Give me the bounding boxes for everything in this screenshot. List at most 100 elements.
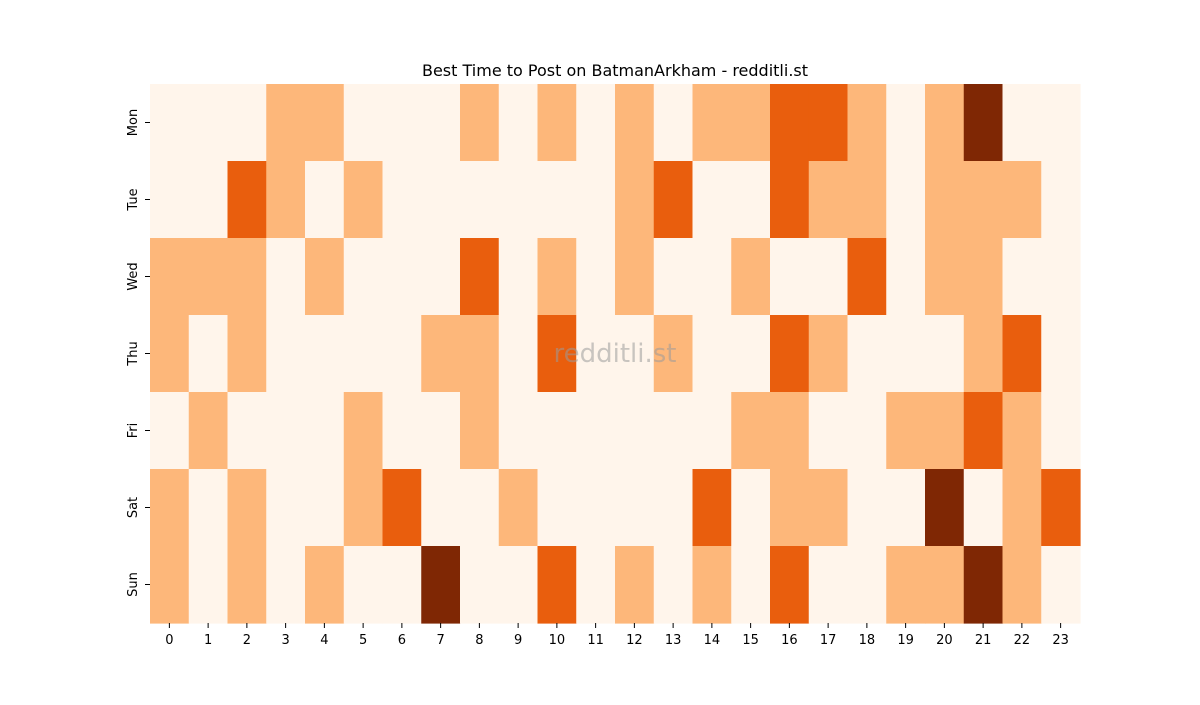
heatmap-cell xyxy=(1002,238,1042,316)
heatmap-cell xyxy=(460,84,500,162)
y-tick-label: Tue xyxy=(126,188,141,211)
heatmap-cell xyxy=(808,161,849,239)
heatmap-cell xyxy=(692,238,732,316)
heatmap-cell xyxy=(188,546,229,624)
heatmap-cell xyxy=(227,392,267,470)
heatmap-cell xyxy=(1041,392,1081,470)
heatmap-cell xyxy=(498,469,539,547)
heatmap-cell xyxy=(653,469,694,547)
heatmap-cell xyxy=(808,84,849,162)
heatmap-cell xyxy=(886,238,926,316)
heatmap-cell xyxy=(421,546,461,624)
heatmap-cell xyxy=(576,392,616,470)
heatmap-cell xyxy=(692,84,732,162)
x-tick-label: 18 xyxy=(859,633,876,648)
heatmap-cell xyxy=(266,469,306,547)
heatmap-cell xyxy=(382,469,422,547)
heatmap-cell xyxy=(731,392,771,470)
heatmap-cell xyxy=(925,392,965,470)
heatmap-cell xyxy=(692,469,732,547)
heatmap-cell xyxy=(576,238,616,316)
y-axis: Mon Tue Wed Thu Fri Sat Sun xyxy=(126,109,150,597)
heatmap-cell xyxy=(498,238,539,316)
heatmap-cell xyxy=(498,546,539,624)
heatmap-cell xyxy=(731,315,771,393)
heatmap-cell xyxy=(227,84,267,162)
heatmap-cell xyxy=(925,84,965,162)
heatmap-cell xyxy=(1002,315,1042,393)
heatmap-cell xyxy=(343,161,384,239)
heatmap-cell xyxy=(305,161,345,239)
heatmap-cell xyxy=(653,161,694,239)
heatmap-cell xyxy=(615,469,655,547)
heatmap-cell xyxy=(653,392,694,470)
x-tick-label: 3 xyxy=(281,633,289,648)
heatmap-cell xyxy=(537,469,577,547)
heatmap-cell xyxy=(421,392,461,470)
heatmap-cell xyxy=(498,315,539,393)
heatmap-cell xyxy=(615,84,655,162)
heatmap-cell xyxy=(460,546,500,624)
heatmap-cell xyxy=(576,84,616,162)
heatmap-cell xyxy=(615,161,655,239)
heatmap-cell xyxy=(847,546,887,624)
y-tick-label: Thu xyxy=(126,341,141,366)
heatmap-cell xyxy=(963,392,1004,470)
heatmap-cell xyxy=(227,546,267,624)
heatmap-cell xyxy=(770,315,810,393)
heatmap-cell xyxy=(1041,469,1081,547)
heatmap-cell xyxy=(188,315,229,393)
heatmap-cell xyxy=(150,546,190,624)
x-tick-label: 12 xyxy=(626,633,643,648)
heatmap-cell xyxy=(266,84,306,162)
heatmap-cell xyxy=(576,315,616,393)
heatmap-cell xyxy=(731,238,771,316)
heatmap-cell xyxy=(731,546,771,624)
heatmap-cell xyxy=(343,546,384,624)
heatmap-cell xyxy=(343,469,384,547)
heatmap-cell xyxy=(460,392,500,470)
heatmap-cell xyxy=(808,238,849,316)
heatmap-cell xyxy=(770,469,810,547)
x-tick-label: 17 xyxy=(820,633,837,648)
heatmap-cell xyxy=(847,84,887,162)
heatmap-cell xyxy=(460,469,500,547)
heatmap-cell xyxy=(770,546,810,624)
heatmap-cell xyxy=(731,469,771,547)
heatmap-cell xyxy=(692,392,732,470)
heatmap-cell xyxy=(847,469,887,547)
y-tick-label: Sat xyxy=(126,497,141,518)
heatmap-cell xyxy=(925,546,965,624)
x-tick-label: 21 xyxy=(975,633,992,648)
x-tick-label: 16 xyxy=(781,633,798,648)
heatmap-cell xyxy=(382,315,422,393)
x-tick-label: 19 xyxy=(897,633,914,648)
heatmap-cell xyxy=(1041,315,1081,393)
heatmap-cell xyxy=(886,546,926,624)
heatmap-cell xyxy=(188,469,229,547)
x-tick-label: 8 xyxy=(475,633,483,648)
heatmap-cell xyxy=(1041,84,1081,162)
heatmap-cell xyxy=(498,392,539,470)
watermark: redditli.st xyxy=(554,339,677,369)
heatmap-cell xyxy=(188,161,229,239)
heatmap-cell xyxy=(770,392,810,470)
heatmap-cell xyxy=(421,84,461,162)
heatmap-cell xyxy=(150,315,190,393)
heatmap-cell xyxy=(886,469,926,547)
heatmap-cell xyxy=(305,546,345,624)
y-tick-label: Mon xyxy=(126,109,141,136)
heatmap-cell xyxy=(188,84,229,162)
x-tick-label: 5 xyxy=(359,633,367,648)
heatmap-cell xyxy=(653,84,694,162)
y-tick-label: Wed xyxy=(126,262,141,290)
heatmap-cell xyxy=(266,315,306,393)
heatmap-cell xyxy=(653,238,694,316)
heatmap-cell xyxy=(847,392,887,470)
heatmap-cell xyxy=(537,315,577,393)
heatmap-cell xyxy=(615,392,655,470)
heatmap-cell xyxy=(537,392,577,470)
heatmap-cell xyxy=(963,238,1004,316)
heatmap-cell xyxy=(421,161,461,239)
